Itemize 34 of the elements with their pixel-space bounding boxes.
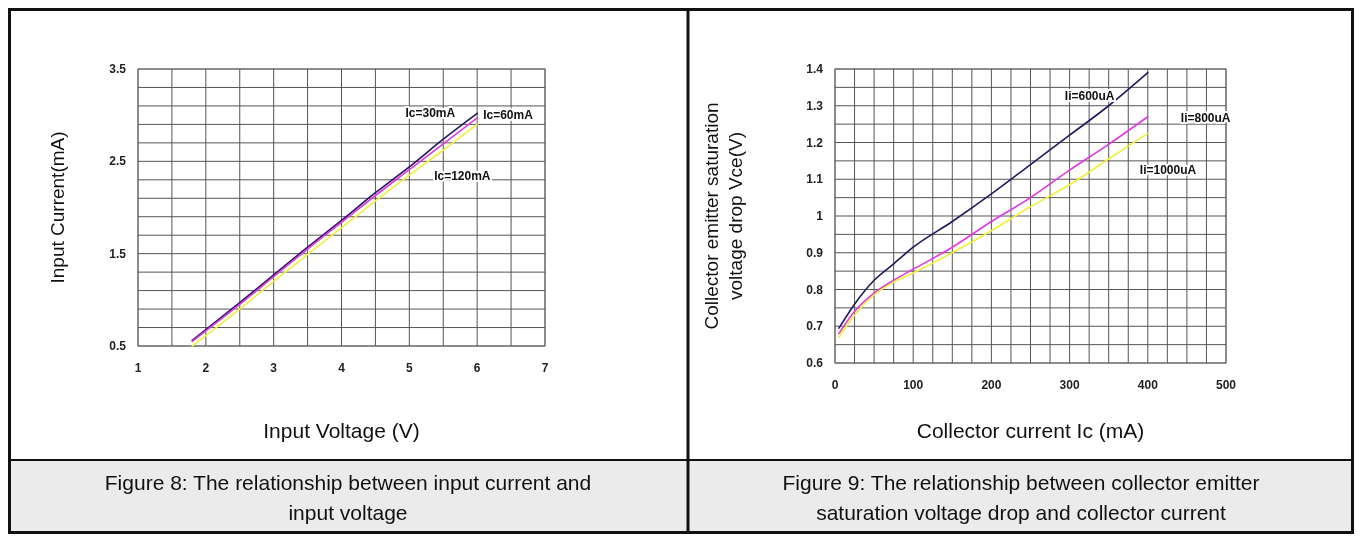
x-tick-label: 3: [270, 361, 278, 375]
x-tick-label: 300: [1059, 378, 1080, 392]
x-tick-label: 6: [473, 361, 481, 375]
y-tick-label: 1.2: [806, 135, 824, 150]
y-tick-label: 2.5: [109, 154, 127, 169]
x-tick-label: 200: [981, 378, 1002, 392]
y-tick-label: 0.7: [806, 319, 824, 334]
y-tick-label: 3.5: [109, 62, 127, 76]
caption: Figure 9: The relationship between collector emitter saturation voltage drop and collector current: [782, 471, 1260, 524]
y-tick-label: 0.8: [806, 282, 824, 297]
x-tick-label: 2: [202, 361, 210, 375]
y-tick-label: 1: [816, 209, 824, 223]
y-tick-label: 0.6: [806, 356, 824, 370]
x-tick-label: 400: [1137, 378, 1159, 392]
y-tick-label: 1.1: [806, 172, 824, 187]
caption: Figure 8: The relationship between input current and input voltage: [104, 471, 592, 524]
x-tick-label: 0: [831, 378, 839, 392]
y-tick-label: 0.5: [109, 339, 127, 353]
y-tick-label: 0.9: [806, 245, 824, 260]
x-tick-label: 7: [541, 361, 549, 375]
y-tick-label: 1.5: [109, 246, 127, 261]
x-axis-title: Input Voltage (V): [263, 419, 420, 442]
y-tick-label: 1.3: [806, 98, 824, 113]
x-axis-title: Collector current Ic (mA): [916, 419, 1145, 442]
x-tick-label: 4: [338, 361, 346, 375]
x-tick-label: 500: [1215, 378, 1237, 392]
y-axis-title: Collector emitter saturation voltage drop Vce(V): [701, 102, 746, 330]
x-tick-label: 5: [405, 361, 413, 375]
y-tick-label: 1.4: [806, 62, 824, 76]
x-tick-label: 1: [134, 361, 142, 375]
x-tick-label: 100: [903, 378, 924, 392]
series-label: Ic=120mA: [434, 169, 491, 184]
series-label: Ic=60mA: [483, 107, 534, 122]
y-axis-title: Input Current(mA): [47, 131, 68, 284]
